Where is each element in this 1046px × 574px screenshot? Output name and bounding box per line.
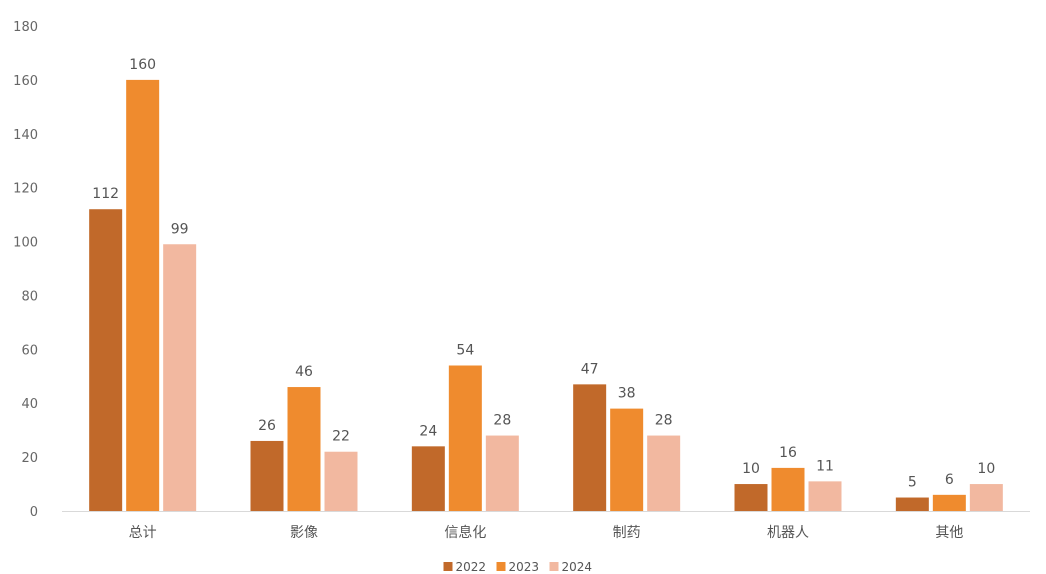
bar-2022-5 bbox=[895, 497, 929, 511]
data-label: 160 bbox=[129, 57, 156, 73]
legend-label: 2023 bbox=[509, 560, 540, 574]
data-label: 28 bbox=[655, 413, 673, 429]
bar-2023-4 bbox=[771, 467, 805, 511]
y-tick-label: 180 bbox=[13, 20, 38, 35]
data-label: 28 bbox=[493, 413, 511, 429]
bar-2024-5 bbox=[969, 484, 1003, 511]
legend-swatch bbox=[549, 562, 559, 571]
y-tick-label: 20 bbox=[21, 451, 38, 466]
legend-swatch bbox=[443, 562, 453, 571]
bar-2022-1 bbox=[250, 440, 284, 511]
x-tick-label: 信息化 bbox=[444, 524, 486, 541]
bar-2022-4 bbox=[734, 484, 768, 511]
legend: 2022 2023 2024 bbox=[443, 560, 593, 574]
y-tick-label: 80 bbox=[21, 289, 38, 304]
bar-2023-3 bbox=[610, 408, 644, 511]
data-labels: 112 160 99 26 46 22 24 54 28 47 38 28 10 16 11 5 6 10 bbox=[92, 57, 995, 491]
bar-2022-0 bbox=[89, 209, 123, 511]
data-label: 11 bbox=[816, 458, 834, 474]
bar-2024-0 bbox=[163, 244, 197, 511]
y-tick-label: 40 bbox=[21, 397, 38, 412]
x-tick-label: 总计 bbox=[129, 525, 157, 541]
data-label: 99 bbox=[171, 221, 189, 237]
bars bbox=[89, 79, 1003, 511]
data-label: 5 bbox=[908, 475, 917, 491]
bar-2022-3 bbox=[573, 384, 607, 511]
data-label: 26 bbox=[258, 418, 276, 434]
x-tick-label: 机器人 bbox=[767, 525, 809, 541]
legend-label: 2024 bbox=[562, 560, 593, 574]
x-tick-label: 其他 bbox=[935, 525, 963, 541]
bar-2024-1 bbox=[324, 451, 358, 511]
data-label: 24 bbox=[419, 423, 437, 439]
data-label: 38 bbox=[618, 386, 636, 402]
y-tick-label: 120 bbox=[13, 182, 38, 197]
data-label: 10 bbox=[977, 461, 995, 477]
bar-2023-2 bbox=[448, 365, 482, 511]
y-tick-label: 0 bbox=[30, 505, 38, 520]
data-label: 46 bbox=[295, 364, 313, 380]
bar-2023-1 bbox=[287, 387, 321, 511]
bar-2023-5 bbox=[932, 494, 966, 511]
bar-2023-0 bbox=[126, 79, 160, 511]
bar-2024-3 bbox=[647, 435, 681, 511]
data-label: 10 bbox=[742, 461, 760, 477]
legend-swatch bbox=[496, 562, 506, 571]
data-label: 47 bbox=[581, 361, 599, 377]
bar-2024-4 bbox=[808, 481, 842, 511]
x-tick-label: 制药 bbox=[613, 525, 641, 541]
x-axis: 总计 影像 信息化 制药 机器人 其他 bbox=[129, 524, 964, 541]
bar-2022-2 bbox=[411, 446, 445, 511]
data-label: 16 bbox=[779, 445, 797, 461]
data-label: 54 bbox=[456, 343, 474, 359]
y-axis: 0 20 40 60 80 100 120 140 160 180 bbox=[13, 20, 38, 520]
x-tick-label: 影像 bbox=[290, 525, 318, 541]
legend-label: 2022 bbox=[456, 560, 487, 574]
y-tick-label: 60 bbox=[21, 343, 38, 358]
y-tick-label: 140 bbox=[13, 128, 38, 143]
y-tick-label: 160 bbox=[13, 74, 38, 89]
data-label: 6 bbox=[945, 472, 954, 488]
data-label: 112 bbox=[92, 186, 119, 202]
bar-2024-2 bbox=[485, 435, 519, 511]
y-tick-label: 100 bbox=[13, 236, 38, 251]
data-label: 22 bbox=[332, 429, 350, 445]
